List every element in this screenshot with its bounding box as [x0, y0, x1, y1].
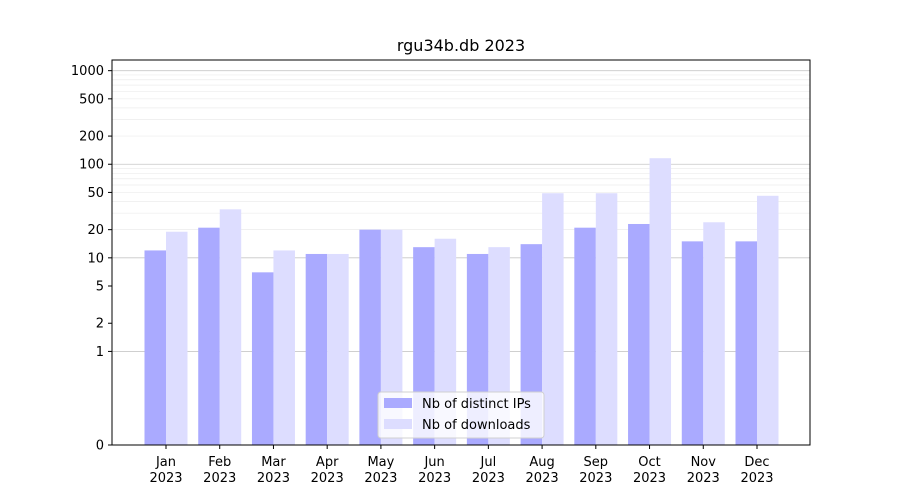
- bar-downloads: [542, 193, 564, 445]
- bar-distinct-ips: [198, 227, 220, 445]
- x-tick-label-year: 2023: [311, 471, 344, 486]
- bar-downloads: [327, 253, 349, 445]
- x-tick-label-year: 2023: [633, 471, 666, 486]
- legend-label: Nb of downloads: [422, 418, 531, 433]
- y-tick-label: 1: [96, 345, 104, 360]
- y-tick-label: 500: [79, 92, 104, 107]
- y-tick-label: 100: [79, 158, 104, 173]
- x-tick-label-year: 2023: [740, 471, 773, 486]
- bar-distinct-ips: [681, 241, 704, 445]
- y-tick-label: 10: [87, 251, 104, 266]
- x-tick-label-month: Apr: [316, 455, 339, 470]
- plot-frame: [111, 59, 811, 446]
- x-tick-label-month: Mar: [261, 455, 286, 470]
- legend-label: Nb of distinct IPs: [422, 397, 531, 412]
- x-tick-label-month: Dec: [744, 455, 769, 470]
- x-tick-label-month: Aug: [529, 455, 554, 470]
- bar-distinct-ips: [628, 223, 650, 445]
- legend-swatch: [384, 419, 412, 429]
- bar-downloads: [273, 250, 295, 445]
- y-tick-label: 0: [96, 439, 104, 454]
- y-tick-label: 5: [96, 280, 104, 295]
- x-tick-label-year: 2023: [579, 471, 612, 486]
- x-tick-label-month: Oct: [638, 455, 660, 470]
- bar-downloads: [649, 158, 672, 446]
- grid-lines: [112, 70, 810, 352]
- x-tick-label-year: 2023: [472, 471, 505, 486]
- legend: Nb of distinct IPs Nb of downloads: [377, 391, 545, 439]
- x-tick-label-month: Nov: [691, 455, 717, 470]
- x-tick-label-month: Feb: [208, 455, 231, 470]
- x-tick-label-year: 2023: [526, 471, 559, 486]
- bar-downloads: [703, 222, 725, 445]
- y-tick-label: 1000: [71, 64, 104, 79]
- x-tick-label-month: Jan: [155, 455, 176, 470]
- bar-distinct-ips: [359, 229, 381, 445]
- x-tick-label-year: 2023: [687, 471, 720, 486]
- bar-downloads: [219, 209, 242, 445]
- x-tick-label-month: Sep: [584, 455, 609, 470]
- x-axis: Jan2023Feb2023Mar2023Apr2023May2023Jun20…: [149, 445, 774, 486]
- y-tick-label: 20: [87, 223, 104, 238]
- x-tick-label-year: 2023: [418, 471, 451, 486]
- x-tick-label-year: 2023: [149, 471, 182, 486]
- bar-downloads: [380, 229, 403, 445]
- y-tick-label: 200: [79, 130, 104, 145]
- x-tick-label-month: May: [367, 455, 394, 470]
- x-tick-label-year: 2023: [364, 471, 397, 486]
- x-tick-label-year: 2023: [203, 471, 236, 486]
- y-axis: 0 1 2 5 10 20 50 100 200 500 1000: [71, 64, 112, 454]
- legend-box: [377, 391, 545, 439]
- bar-distinct-ips: [574, 227, 596, 445]
- bar-downloads: [757, 195, 779, 445]
- legend-swatch: [384, 398, 412, 408]
- bar-distinct-ips: [305, 253, 328, 445]
- bar-distinct-ips: [251, 272, 274, 445]
- bar-downloads: [166, 231, 188, 445]
- chart-title: rgu34b.db 2023: [397, 36, 525, 55]
- y-tick-label: 2: [96, 317, 104, 332]
- bar-distinct-ips: [144, 250, 166, 445]
- x-tick-label-year: 2023: [257, 471, 290, 486]
- bar-downloads: [595, 193, 618, 445]
- x-tick-label-month: Jun: [423, 455, 444, 470]
- bar-distinct-ips: [735, 241, 757, 445]
- x-tick-label-month: Jul: [480, 455, 497, 470]
- y-tick-label: 50: [87, 186, 104, 201]
